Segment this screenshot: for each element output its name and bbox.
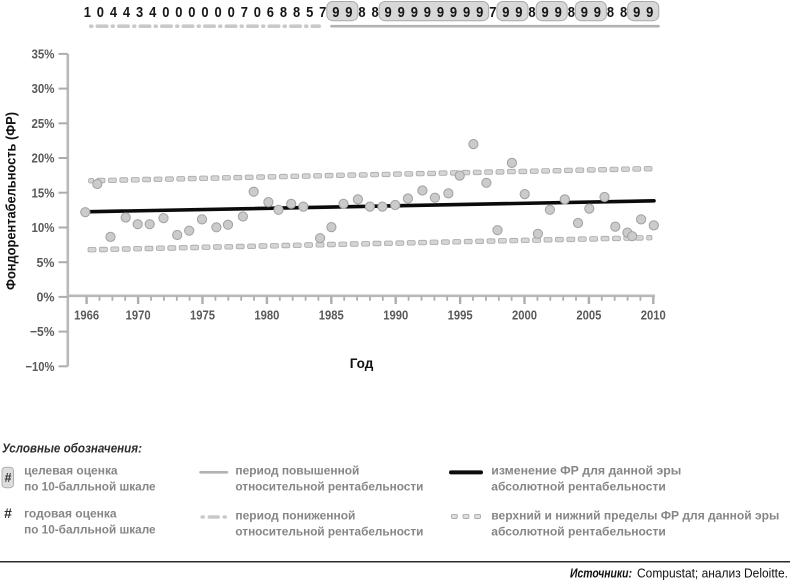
svg-text:5%: 5% (37, 255, 55, 270)
svg-text:9: 9 (476, 5, 483, 21)
svg-text:9: 9 (515, 5, 522, 21)
svg-text:0: 0 (175, 5, 182, 21)
svg-text:4: 4 (123, 5, 130, 21)
svg-text:1980: 1980 (254, 308, 279, 323)
svg-text:15%: 15% (32, 185, 55, 200)
svg-text:1990: 1990 (383, 308, 408, 323)
svg-text:1985: 1985 (319, 308, 344, 323)
svg-text:0: 0 (162, 5, 169, 21)
svg-text:целевая оценка: целевая оценка (24, 464, 118, 478)
svg-text:0: 0 (201, 5, 208, 21)
svg-text:8: 8 (293, 5, 300, 21)
svg-text:относительной рентабельности: относительной рентабельности (235, 525, 423, 539)
svg-text:4: 4 (149, 5, 156, 21)
svg-text:8: 8 (607, 5, 614, 21)
svg-text:7: 7 (241, 5, 248, 21)
svg-text:9: 9 (332, 5, 339, 21)
svg-text:35%: 35% (32, 47, 55, 62)
svg-text:2010: 2010 (641, 308, 666, 323)
svg-text:8: 8 (280, 5, 287, 21)
svg-text:9: 9 (555, 5, 562, 21)
svg-text:Источники:: Источники: (570, 566, 632, 580)
svg-text:период повышенной: период повышенной (235, 464, 359, 478)
svg-text:5: 5 (306, 5, 313, 21)
svg-text:7: 7 (489, 5, 496, 21)
svg-text:абсолютной рентабельности: абсолютной рентабельности (491, 525, 666, 539)
svg-text:1: 1 (84, 5, 91, 21)
svg-text:9: 9 (424, 5, 431, 21)
svg-text:0: 0 (228, 5, 235, 21)
svg-text:8: 8 (568, 5, 575, 21)
svg-text:9: 9 (502, 5, 509, 21)
svg-text:9: 9 (646, 5, 653, 21)
svg-text:1966: 1966 (74, 308, 99, 323)
svg-text:−10%: −10% (26, 359, 55, 374)
svg-text:Условные обозначения:: Условные обозначения: (2, 442, 142, 456)
svg-text:период пониженной: период пониженной (235, 509, 355, 523)
svg-text:по 10-балльной шкале: по 10-балльной шкале (24, 480, 156, 494)
svg-text:0%: 0% (37, 290, 55, 305)
svg-text:2000: 2000 (512, 308, 537, 323)
svg-text:9: 9 (398, 5, 405, 21)
svg-text:по 10-балльной шкале: по 10-балльной шкале (24, 523, 156, 537)
svg-text:изменение ФР для данной эры: изменение ФР для данной эры (491, 464, 681, 478)
svg-text:#: # (4, 505, 12, 521)
svg-text:8: 8 (372, 5, 379, 21)
svg-text:#: # (4, 471, 11, 485)
svg-text:3: 3 (136, 5, 143, 21)
svg-text:9: 9 (437, 5, 444, 21)
svg-text:0: 0 (215, 5, 222, 21)
svg-text:Compustat; анализ Deloitte.: Compustat; анализ Deloitte. (637, 566, 788, 580)
svg-text:1975: 1975 (190, 308, 215, 323)
svg-text:9: 9 (463, 5, 470, 21)
svg-text:абсолютной рентабельности: абсолютной рентабельности (491, 480, 666, 494)
svg-text:0: 0 (188, 5, 195, 21)
svg-text:−5%: −5% (30, 324, 55, 339)
svg-text:относительной рентабельности: относительной рентабельности (235, 480, 423, 494)
svg-text:25%: 25% (32, 116, 55, 131)
svg-text:годовая оценка: годовая оценка (24, 507, 117, 521)
svg-text:0: 0 (254, 5, 261, 21)
svg-text:Фондорентабельность (ФР): Фондорентабельность (ФР) (4, 112, 19, 290)
svg-text:верхний и нижний пределы ФР дл: верхний и нижний пределы ФР для данной э… (491, 509, 779, 523)
svg-text:8: 8 (620, 5, 627, 21)
svg-text:9: 9 (411, 5, 418, 21)
svg-text:8: 8 (358, 5, 365, 21)
svg-text:30%: 30% (32, 81, 55, 96)
svg-text:9: 9 (450, 5, 457, 21)
svg-text:9: 9 (385, 5, 392, 21)
svg-text:9: 9 (542, 5, 549, 21)
svg-text:2005: 2005 (576, 308, 601, 323)
svg-text:9: 9 (345, 5, 352, 21)
svg-text:0: 0 (97, 5, 104, 21)
svg-text:Год: Год (350, 356, 374, 371)
svg-text:20%: 20% (32, 151, 55, 166)
svg-text:10%: 10% (32, 220, 55, 235)
svg-text:1995: 1995 (448, 308, 473, 323)
svg-text:9: 9 (581, 5, 588, 21)
svg-text:7: 7 (319, 5, 326, 21)
svg-text:9: 9 (633, 5, 640, 21)
svg-text:4: 4 (110, 5, 117, 21)
svg-text:1970: 1970 (126, 308, 151, 323)
svg-text:8: 8 (528, 5, 535, 21)
svg-text:9: 9 (594, 5, 601, 21)
svg-text:6: 6 (267, 5, 274, 21)
